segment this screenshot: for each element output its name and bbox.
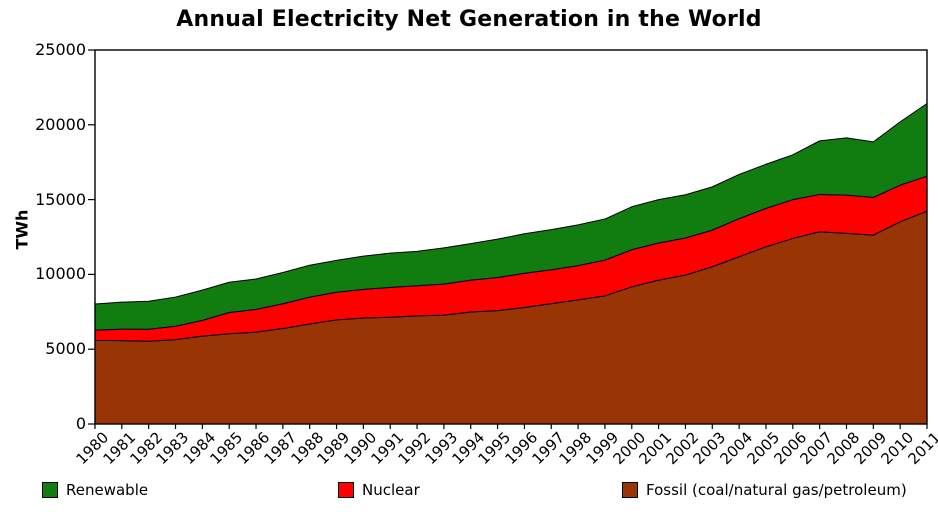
y-axis-label: TWh (12, 209, 32, 250)
plot-area (88, 49, 928, 429)
nuclear-swatch-icon (338, 482, 354, 498)
y-tick-label: 15000 (35, 189, 86, 209)
legend-label-nuclear: Nuclear (362, 481, 420, 499)
y-tick-label: 10000 (35, 264, 86, 284)
legend-label-renewable: Renewable (66, 481, 149, 499)
renewable-swatch-icon (42, 482, 58, 498)
y-tick-label: 25000 (35, 40, 86, 59)
chart-title: Annual Electricity Net Generation in the… (176, 7, 762, 32)
y-tick-label: 0 (75, 414, 86, 433)
y-tick-label: 20000 (35, 114, 86, 134)
legend-item-fossil: Fossil (coal/natural gas/petroleum) (622, 480, 907, 500)
legend-label-fossil: Fossil (coal/natural gas/petroleum) (646, 481, 907, 499)
y-tick-label: 5000 (45, 339, 86, 359)
fossil-swatch-icon (622, 482, 638, 498)
legend-item-nuclear: Nuclear (338, 480, 420, 500)
axes-frame (94, 49, 928, 425)
legend-item-renewable: Renewable (42, 480, 148, 500)
